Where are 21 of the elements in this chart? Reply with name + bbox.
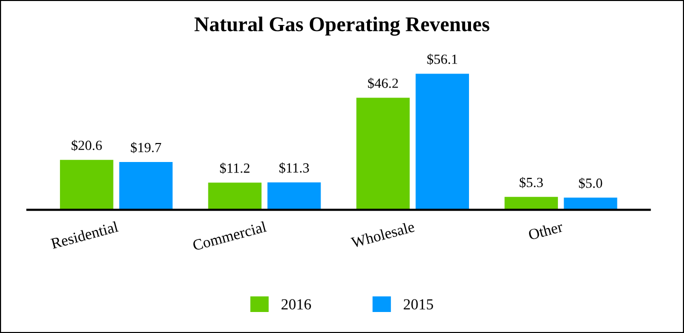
data-label: $56.1 bbox=[427, 54, 458, 65]
data-label: $46.2 bbox=[368, 78, 398, 89]
data-label: $11.2 bbox=[220, 162, 250, 174]
data-label: $5.3 bbox=[520, 176, 543, 188]
bar bbox=[60, 160, 114, 210]
data-label: $11.3 bbox=[279, 162, 309, 174]
data-label: $19.7 bbox=[130, 142, 162, 154]
bar bbox=[416, 74, 469, 210]
bar bbox=[504, 196, 558, 210]
x-tick-label: Wholesale bbox=[350, 221, 415, 248]
x-tick-label: Other bbox=[528, 220, 564, 240]
bar bbox=[356, 98, 410, 210]
bar bbox=[208, 182, 262, 210]
legend-label: 2016 bbox=[282, 299, 311, 310]
chart-title: Natural Gas Operating Revenues bbox=[194, 16, 490, 36]
data-label: $5.0 bbox=[578, 178, 602, 189]
bar bbox=[119, 162, 173, 210]
bar bbox=[267, 182, 321, 210]
bar bbox=[564, 198, 618, 210]
data-label: $20.6 bbox=[72, 140, 102, 151]
legend-label: 2015 bbox=[404, 299, 434, 310]
